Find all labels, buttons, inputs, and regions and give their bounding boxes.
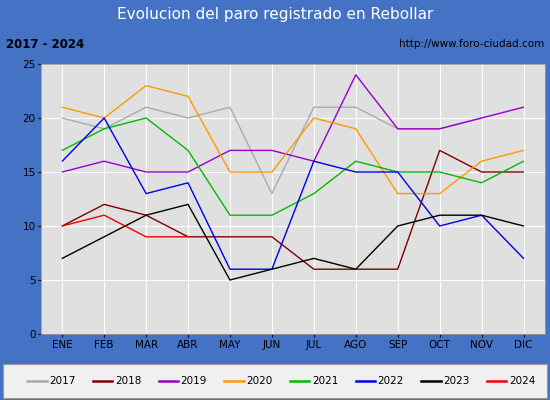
Text: 2019: 2019 bbox=[180, 376, 207, 386]
Text: 2017 - 2024: 2017 - 2024 bbox=[6, 38, 84, 51]
Text: 2018: 2018 bbox=[115, 376, 141, 386]
Text: 2020: 2020 bbox=[246, 376, 273, 386]
FancyBboxPatch shape bbox=[3, 364, 547, 398]
Text: 2024: 2024 bbox=[509, 376, 535, 386]
Text: 2021: 2021 bbox=[312, 376, 338, 386]
Text: 2022: 2022 bbox=[378, 376, 404, 386]
Text: 2017: 2017 bbox=[50, 376, 76, 386]
Text: 2023: 2023 bbox=[443, 376, 470, 386]
Text: http://www.foro-ciudad.com: http://www.foro-ciudad.com bbox=[399, 39, 544, 49]
Text: Evolucion del paro registrado en Rebollar: Evolucion del paro registrado en Rebolla… bbox=[117, 8, 433, 22]
